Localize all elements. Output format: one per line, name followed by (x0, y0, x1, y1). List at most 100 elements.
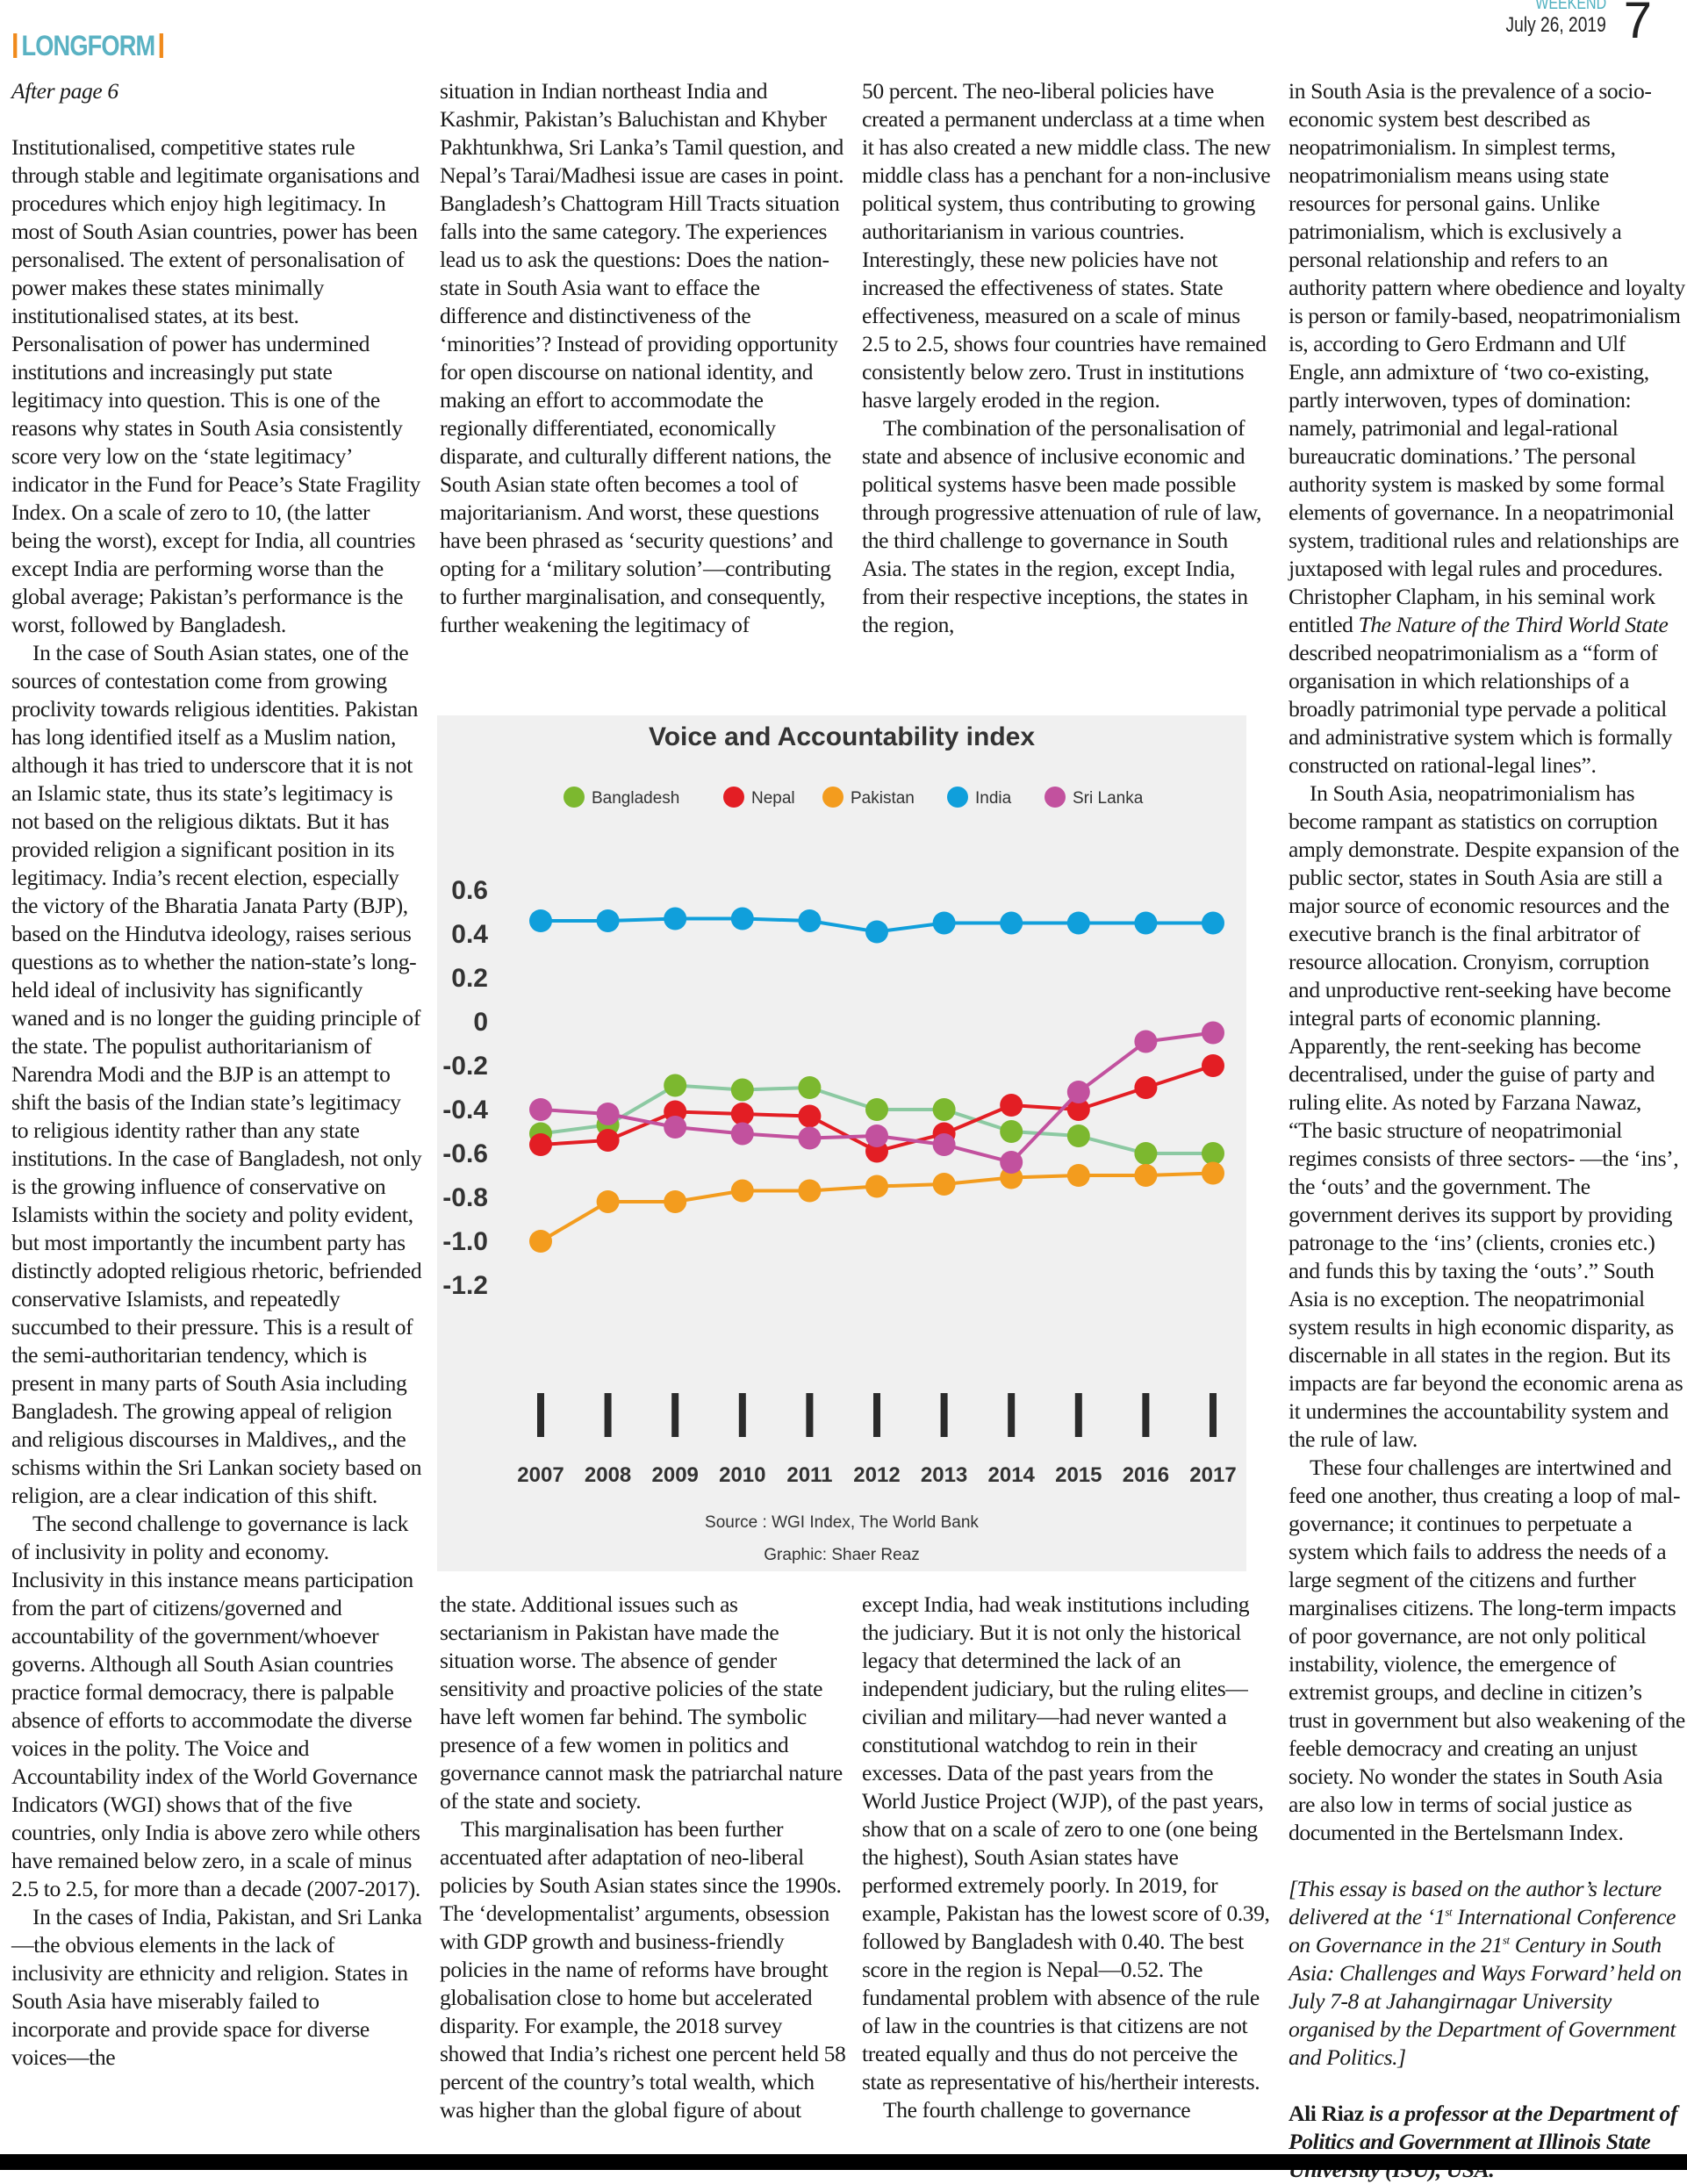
data-point-india (529, 909, 552, 932)
paragraph: except India, had weak institutions incl… (862, 1591, 1270, 2094)
paragraph: The second challenge to governance is la… (11, 1511, 420, 1901)
x-tick-mark (537, 1393, 544, 1437)
y-tick-label: -1.2 (442, 1271, 488, 1300)
data-point-pakistan (1202, 1161, 1224, 1185)
data-point-nepal (529, 1133, 552, 1156)
x-tick-label: 2011 (786, 1463, 832, 1487)
data-point-pakistan (730, 1179, 754, 1203)
data-point-sri-lanka (730, 1122, 754, 1146)
data-point-india (865, 920, 888, 944)
data-point-nepal (1000, 1094, 1023, 1117)
voice-accountability-chart: Voice and Accountability index Banglades… (437, 715, 1246, 1571)
data-point-sri-lanka (1066, 1081, 1090, 1103)
editor-note: [This essay is based on the author’s lec… (1289, 1875, 1685, 2072)
y-tick-label: -0.6 (442, 1139, 488, 1168)
x-tick-mark (806, 1393, 814, 1437)
chart-svg: Voice and Accountability index Banglades… (442, 722, 1237, 1564)
x-tick-label: 2007 (517, 1463, 564, 1487)
x-tick-label: 2016 (1123, 1463, 1169, 1487)
data-point-bangladesh (664, 1074, 687, 1097)
data-point-pakistan (798, 1179, 822, 1203)
column-4: in South Asia is the prevalence of a soc… (1289, 77, 1685, 2184)
legend-marker-nepal (723, 787, 744, 808)
data-point-india (664, 907, 687, 930)
data-point-india (596, 909, 620, 932)
data-point-nepal (1202, 1054, 1224, 1077)
edition-label: WEEKEND (1535, 0, 1606, 13)
text-run: Century in South Asia: Challenges and Wa… (1289, 1932, 1682, 2070)
section-label: LONGFORM (9, 30, 168, 61)
x-tick-mark (1210, 1393, 1217, 1437)
x-tick-mark (671, 1393, 679, 1437)
y-tick-label: -0.2 (442, 1052, 488, 1081)
paragraph: This marginalisation has been further ac… (440, 1816, 846, 2123)
data-point-nepal (1134, 1076, 1158, 1099)
legend-marker-india (947, 787, 968, 808)
x-axis: 2007 2008 2009 2010 2011 2012 2013 2014 2015 2016… (517, 1393, 1237, 1487)
data-point-sri-lanka (529, 1098, 552, 1121)
x-tick-mark (604, 1393, 612, 1437)
paragraph: The fourth challenge to governance (883, 2097, 1191, 2123)
x-tick-label: 2017 (1189, 1463, 1236, 1487)
section-name: LONGFORM (21, 30, 155, 61)
text-run: described neopatrimonialism as a “form o… (1289, 640, 1673, 778)
issue-date: July 26, 2019 (1505, 13, 1606, 37)
data-point-pakistan (529, 1230, 552, 1253)
author-bio: Ali Riaz is a professor at the Departmen… (1289, 2100, 1685, 2184)
superscript: st (1445, 1905, 1453, 1919)
data-point-india (932, 911, 956, 935)
data-point-pakistan (1134, 1164, 1158, 1187)
chart-legend: Bangladesh Nepal Pakistan India Sri Lanka (564, 787, 1144, 808)
text-run: [This essay is based on the author’s lec… (1289, 1876, 1662, 1929)
column-3-bottom: except India, had weak institutions incl… (862, 1591, 1271, 2124)
section-bar-right (159, 33, 163, 58)
data-point-nepal (1066, 1098, 1090, 1121)
page-bottom-bar (0, 2154, 1687, 2170)
data-point-pakistan (865, 1175, 888, 1198)
paragraph: the state. Additional issues such as sec… (440, 1591, 843, 1814)
text-run: International Conference on Governance i… (1289, 1904, 1676, 1958)
data-point-india (730, 907, 754, 930)
book-title: The Nature of the Third World State (1358, 612, 1669, 637)
legend-label: Nepal (751, 789, 795, 808)
data-point-bangladesh (1202, 1142, 1224, 1165)
data-point-india (1000, 911, 1023, 935)
column-2-bottom: the state. Additional issues such as sec… (440, 1591, 849, 2124)
data-point-bangladesh (798, 1076, 822, 1099)
x-tick-label: 2013 (921, 1463, 967, 1487)
data-point-nepal (596, 1129, 620, 1152)
x-tick-label: 2009 (652, 1463, 699, 1487)
data-point-sri-lanka (865, 1124, 888, 1147)
data-point-india (798, 909, 822, 932)
data-point-bangladesh (730, 1078, 754, 1102)
jump-line: After page 6 (11, 78, 118, 104)
data-point-sri-lanka (798, 1126, 822, 1150)
data-point-pakistan (664, 1190, 687, 1213)
data-point-sri-lanka (1134, 1030, 1158, 1053)
legend-marker-pakistan (822, 787, 844, 808)
data-point-india (1066, 911, 1090, 935)
text-run: in South Asia is the prevalence of a soc… (1289, 78, 1685, 637)
data-point-nepal (798, 1104, 822, 1128)
paragraph: In the case of South Asian states, one o… (11, 640, 422, 1508)
data-point-india (1134, 911, 1158, 935)
section-bar-left (13, 33, 18, 58)
legend-marker-bangladesh (564, 787, 585, 808)
data-point-sri-lanka (932, 1133, 956, 1156)
legend-label: Sri Lanka (1073, 789, 1144, 808)
author-name: Ali Riaz (1289, 2101, 1364, 2126)
y-tick-label: 0 (473, 1008, 488, 1037)
x-tick-label: 2014 (988, 1463, 1036, 1487)
x-tick-mark (1142, 1393, 1150, 1437)
legend-label: Bangladesh (592, 789, 679, 808)
legend-label: India (975, 789, 1012, 808)
x-tick-mark (940, 1393, 948, 1437)
paragraph: Institutionalised, competitive states ru… (11, 134, 420, 637)
data-point-pakistan (932, 1173, 956, 1196)
data-point-pakistan (1066, 1164, 1090, 1187)
data-point-bangladesh (932, 1098, 956, 1121)
x-tick-label: 2008 (585, 1463, 631, 1487)
data-point-bangladesh (1134, 1142, 1158, 1165)
y-tick-label: 0.4 (451, 920, 488, 949)
chart-series (529, 907, 1224, 1253)
